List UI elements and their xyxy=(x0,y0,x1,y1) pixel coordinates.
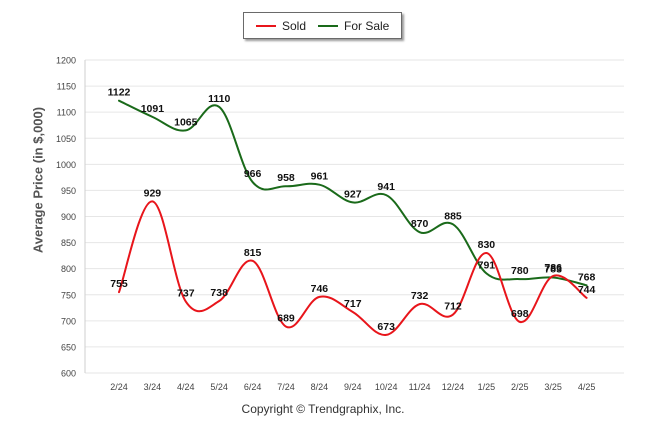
y-tick-label: 700 xyxy=(61,316,76,326)
y-tick-label: 900 xyxy=(61,212,76,222)
legend-swatch-sold xyxy=(256,25,276,27)
x-tick-label: 3/24 xyxy=(144,382,162,392)
legend: Sold For Sale xyxy=(243,12,402,39)
data-label-sold: 830 xyxy=(478,239,496,251)
y-tick-label: 800 xyxy=(61,264,76,274)
data-label-for-sale: 780 xyxy=(511,265,529,277)
data-label-for-sale: 966 xyxy=(244,168,262,180)
y-tick-label: 1100 xyxy=(57,108,76,118)
x-tick-label: 9/24 xyxy=(344,382,362,392)
data-label-sold: 712 xyxy=(444,301,462,313)
series-line-sold xyxy=(118,200,588,336)
x-tick-label: 2/25 xyxy=(511,382,529,392)
data-labels: 755 929 737 738 815 689 746 717 673 732 712 830 698 7… xyxy=(108,87,596,333)
data-label-sold: 755 xyxy=(110,278,128,290)
legend-swatch-for-sale xyxy=(318,25,338,27)
y-tick-label: 750 xyxy=(61,290,76,300)
data-label-for-sale: 1091 xyxy=(141,103,165,115)
copyright-credit: Copyright © Trendgraphix, Inc. xyxy=(241,402,405,416)
data-label-for-sale: 1110 xyxy=(208,93,230,105)
data-label-sold: 737 xyxy=(177,288,195,300)
data-label-for-sale: 1065 xyxy=(174,116,198,128)
y-tick-label: 1200 xyxy=(56,56,76,66)
x-tick-label: 12/24 xyxy=(442,382,465,392)
grid-lines xyxy=(85,59,624,374)
data-label-sold: 929 xyxy=(144,187,162,199)
data-label-for-sale: 961 xyxy=(311,171,329,183)
y-tick-label: 600 xyxy=(61,369,76,379)
data-label-for-sale: 1122 xyxy=(108,87,131,99)
legend-label-sold: Sold xyxy=(282,19,307,33)
data-label-sold: 786 xyxy=(544,262,562,274)
y-tick-label: 1000 xyxy=(56,160,76,170)
x-tick-label: 8/24 xyxy=(311,382,329,392)
data-label-sold: 746 xyxy=(311,283,329,295)
data-label-for-sale: 958 xyxy=(277,172,295,184)
x-tick-label: 3/25 xyxy=(544,382,562,392)
legend-label-for-sale: For Sale xyxy=(344,19,390,33)
series-lines xyxy=(118,99,588,336)
data-label-sold: 815 xyxy=(244,247,262,259)
series-line-for-sale xyxy=(118,99,588,287)
x-tick-label: 2/24 xyxy=(110,382,128,392)
x-tick-label: 1/25 xyxy=(478,382,496,392)
data-label-sold: 717 xyxy=(344,298,362,310)
y-tick-label: 850 xyxy=(61,238,76,248)
x-tick-label: 4/24 xyxy=(177,382,195,392)
data-label-sold: 732 xyxy=(411,290,429,302)
y-axis-label-text: Average Price (in $,000) xyxy=(30,106,46,254)
x-tick-labels: 2/24 3/24 4/24 5/24 6/24 7/24 8/24 9/24 10/24 11/… xyxy=(110,382,595,392)
x-tick-label: 5/24 xyxy=(210,382,228,392)
y-tick-label: 1150 xyxy=(57,82,76,92)
data-label-for-sale: 783 xyxy=(544,264,562,276)
data-label-for-sale: 768 xyxy=(578,271,596,283)
x-tick-label: 10/24 xyxy=(375,382,398,392)
data-label-sold: 744 xyxy=(578,284,596,296)
y-tick-labels: 600 650 700 750 800 850 900 950 1000 1050 1100 1150… xyxy=(56,56,76,379)
data-label-sold: 738 xyxy=(210,287,228,299)
data-label-sold: 689 xyxy=(277,313,295,325)
data-label-sold: 698 xyxy=(511,308,529,320)
y-tick-label: 950 xyxy=(61,186,76,196)
data-label-for-sale: 870 xyxy=(411,218,429,230)
x-tick-label: 7/24 xyxy=(277,382,295,392)
data-label-for-sale: 927 xyxy=(344,188,362,200)
x-tick-label: 4/25 xyxy=(578,382,596,392)
x-tick-label: 11/24 xyxy=(409,382,431,392)
data-label-sold: 673 xyxy=(377,321,395,333)
y-tick-label: 650 xyxy=(61,342,76,352)
y-tick-label: 1050 xyxy=(56,134,76,144)
data-label-for-sale: 885 xyxy=(444,210,462,222)
x-tick-label: 6/24 xyxy=(244,382,262,392)
data-label-for-sale: 941 xyxy=(377,181,395,193)
data-label-for-sale: 791 xyxy=(478,259,496,271)
